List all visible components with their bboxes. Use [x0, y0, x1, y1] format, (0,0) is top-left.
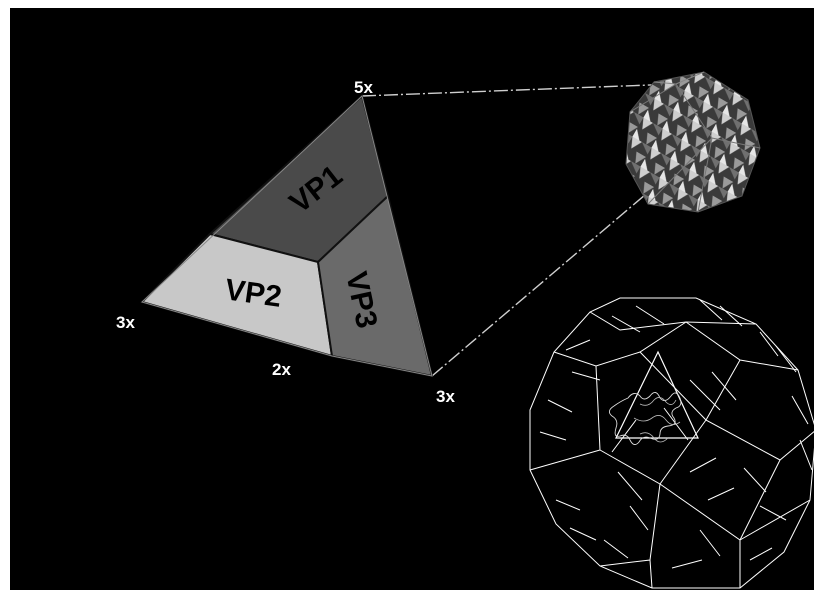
connector-line-bottom — [431, 137, 713, 377]
vertex-label-3x-right: 3x — [436, 387, 455, 406]
vp2-label: VP2 — [223, 273, 284, 314]
asymmetric-unit-triangle: VP1 VP2 VP3 — [140, 94, 434, 378]
triangle-outline — [141, 95, 433, 377]
vertex-label-5x: 5x — [354, 78, 373, 97]
connector-line-top — [361, 83, 677, 97]
edge-label-2x: 2x — [272, 360, 291, 379]
capsid-surface-image — [625, 71, 761, 213]
vertex-label-3x-left: 3x — [116, 313, 135, 332]
capsid-wireframe — [529, 297, 817, 589]
